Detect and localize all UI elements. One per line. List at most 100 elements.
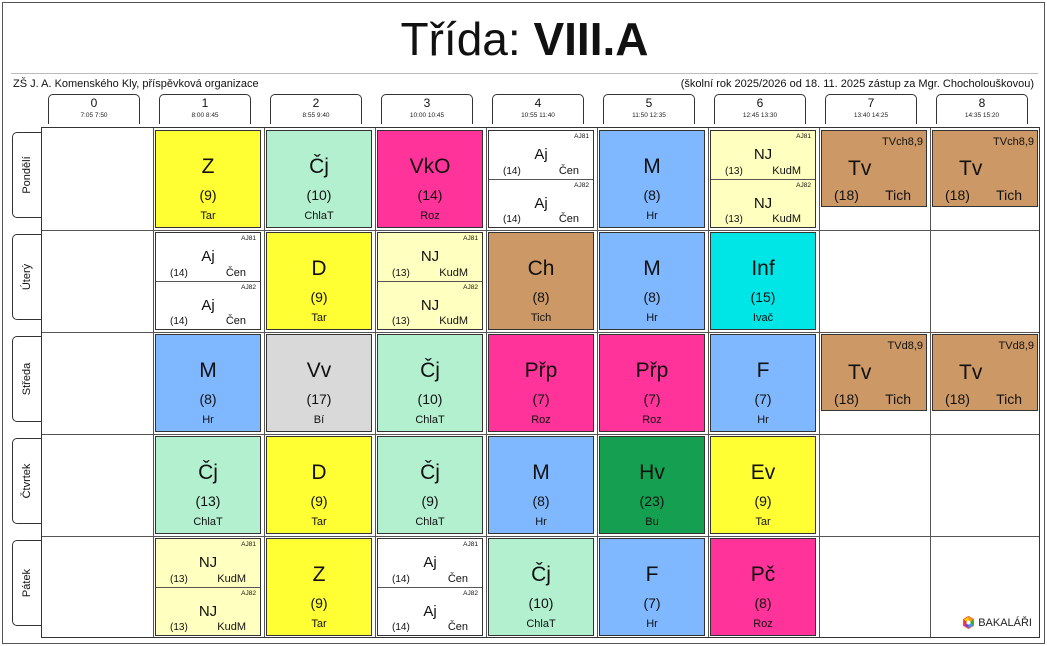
lesson-cell[interactable]: Čj (9) ChlaT bbox=[377, 436, 483, 534]
lesson-cell[interactable]: M (8) Hr bbox=[488, 436, 594, 534]
group-half[interactable]: AJ81 Aj (14) Čen bbox=[156, 233, 260, 281]
lesson-cell[interactable]: Ch (8) Tich bbox=[488, 232, 594, 330]
day-name: Čtvrtek bbox=[21, 463, 33, 499]
half-teacher: KudM bbox=[439, 267, 468, 279]
lesson-subject: VkO bbox=[409, 155, 451, 178]
lesson-room: (8) bbox=[532, 289, 550, 305]
lesson-cell[interactable]: AJ81 NJ (13) KudM AJ82 NJ (13) KudM bbox=[710, 130, 816, 228]
lesson-room: (7) bbox=[643, 391, 661, 407]
lesson-teacher: Tar bbox=[755, 516, 771, 528]
lesson-room: (9) bbox=[310, 595, 328, 611]
lesson-room: (9) bbox=[754, 493, 772, 509]
lesson-subject: Přp bbox=[524, 359, 558, 382]
lesson-cell[interactable]: Čj (10) ChlaT bbox=[377, 334, 483, 432]
lesson-teacher: Bu bbox=[645, 516, 659, 528]
lesson-subject: D bbox=[311, 257, 327, 280]
group-half[interactable]: AJ81 NJ (13) KudM bbox=[711, 131, 815, 179]
group-half[interactable]: AJ82 NJ (13) KudM bbox=[711, 179, 815, 227]
lesson-cell[interactable]: Čj (13) ChlaT bbox=[155, 436, 261, 534]
group-half[interactable]: AJ81 Aj (14) Čen bbox=[489, 131, 593, 179]
lesson-subject: F bbox=[645, 563, 659, 586]
group-half[interactable]: AJ82 Aj (14) Čen bbox=[489, 179, 593, 227]
lesson-teacher: Hr bbox=[757, 414, 769, 426]
lesson-room: (7) bbox=[754, 391, 772, 407]
lesson-cell[interactable]: Pč (8) Roz bbox=[710, 538, 816, 636]
lesson-cell[interactable]: M (8) Hr bbox=[599, 130, 705, 228]
hour-time: 14:35 15:20 bbox=[964, 112, 1000, 119]
day-name: Středa bbox=[21, 362, 33, 396]
lesson-subject: Ch bbox=[527, 257, 555, 280]
lesson-teacher: ChlaT bbox=[193, 516, 223, 528]
lesson-cell[interactable]: Hv (23) Bu bbox=[599, 436, 705, 534]
hour-number: 8 bbox=[978, 96, 986, 110]
group-half[interactable]: AJ81 Aj (14) Čen bbox=[378, 539, 482, 587]
lesson-cell[interactable]: AJ81 NJ (13) KudM AJ82 NJ (13) KudM bbox=[377, 232, 483, 330]
lesson-cell[interactable]: AJ81 Aj (14) Čen AJ82 Aj (14) Čen bbox=[488, 130, 594, 228]
half-subject: NJ bbox=[420, 248, 440, 265]
half-teacher: KudM bbox=[772, 165, 801, 177]
lesson-teacher: Hr bbox=[646, 618, 658, 630]
lesson-cell[interactable]: TVch8,9 Tv (18) Tich bbox=[932, 130, 1038, 207]
group-half[interactable]: AJ82 Aj (14) Čen bbox=[378, 587, 482, 635]
half-group: AJ81 bbox=[574, 133, 589, 140]
group-half[interactable]: AJ82 NJ (13) KudM bbox=[378, 281, 482, 329]
lesson-room: (8) bbox=[532, 493, 550, 509]
lesson-cell[interactable]: Čj (10) ChlaT bbox=[266, 130, 372, 228]
lesson-subject: Hv bbox=[639, 461, 665, 484]
lesson-cell[interactable]: AJ81 Aj (14) Čen AJ82 Aj (14) Čen bbox=[377, 538, 483, 636]
lesson-cell[interactable]: TVch8,9 Tv (18) Tich bbox=[821, 130, 927, 207]
lesson-cell[interactable]: VkO (14) Roz bbox=[377, 130, 483, 228]
lesson-cell[interactable]: AJ81 Aj (14) Čen AJ82 Aj (14) Čen bbox=[155, 232, 261, 330]
lesson-cell[interactable]: M (8) Hr bbox=[599, 232, 705, 330]
lesson-subject: Vv bbox=[306, 359, 332, 382]
lesson-cell[interactable]: Ev (9) Tar bbox=[710, 436, 816, 534]
lesson-cell[interactable]: D (9) Tar bbox=[266, 436, 372, 534]
lesson-cell[interactable]: Z (9) Tar bbox=[266, 538, 372, 636]
lesson-cell[interactable]: Přp (7) Roz bbox=[599, 334, 705, 432]
half-group: AJ81 bbox=[796, 133, 811, 140]
lesson-cell[interactable]: TVd8,9 Tv (18) Tich bbox=[821, 334, 927, 411]
hour-number: 3 bbox=[423, 96, 431, 110]
day-label-3: Čtvrtek bbox=[12, 438, 41, 524]
lesson-room: (17) bbox=[306, 391, 332, 407]
lesson-cell[interactable]: Inf (15) Ivač bbox=[710, 232, 816, 330]
lesson-cell[interactable]: F (7) Hr bbox=[710, 334, 816, 432]
header-divider bbox=[11, 73, 1038, 74]
lesson-room: (9) bbox=[199, 187, 217, 203]
hour-time: 10:55 11:40 bbox=[521, 112, 555, 119]
lesson-cell[interactable]: D (9) Tar bbox=[266, 232, 372, 330]
lesson-cell[interactable]: F (7) Hr bbox=[599, 538, 705, 636]
group-half[interactable]: AJ82 Aj (14) Čen bbox=[156, 281, 260, 329]
hour-header-7: 7 13:40 14:25 bbox=[825, 94, 917, 124]
lesson-room: (18) bbox=[834, 391, 859, 407]
group-half[interactable]: AJ82 NJ (13) KudM bbox=[156, 587, 260, 635]
hour-header-4: 4 10:55 11:40 bbox=[492, 94, 584, 124]
lesson-room: (9) bbox=[421, 493, 439, 509]
lesson-cell[interactable]: TVd8,9 Tv (18) Tich bbox=[932, 334, 1038, 411]
lesson-cell[interactable]: AJ81 NJ (13) KudM AJ82 NJ (13) KudM bbox=[155, 538, 261, 636]
hour-time: 12:45 13:30 bbox=[742, 112, 778, 119]
lesson-teacher: ChlaT bbox=[526, 618, 556, 630]
lesson-teacher: Hr bbox=[646, 312, 658, 324]
bakalari-logo-icon bbox=[963, 616, 975, 629]
lesson-subject: F bbox=[756, 359, 770, 382]
lesson-cell[interactable]: Z (9) Tar bbox=[155, 130, 261, 228]
lesson-cell[interactable]: Čj (10) ChlaT bbox=[488, 538, 594, 636]
lesson-cell[interactable]: Přp (7) Roz bbox=[488, 334, 594, 432]
hour-number: 7 bbox=[867, 96, 875, 110]
half-subject: Aj bbox=[534, 146, 548, 163]
lesson-room: (10) bbox=[417, 391, 443, 407]
half-subject: Aj bbox=[534, 195, 548, 212]
grid-column-line bbox=[819, 128, 820, 637]
lesson-cell[interactable]: Vv (17) Bí bbox=[266, 334, 372, 432]
lesson-cell[interactable]: M (8) Hr bbox=[155, 334, 261, 432]
half-teacher: Čen bbox=[225, 267, 246, 279]
lesson-teacher: ChlaT bbox=[415, 414, 445, 426]
day-label-4: Pátek bbox=[12, 540, 41, 626]
grid-column-line bbox=[708, 128, 709, 637]
group-half[interactable]: AJ81 NJ (13) KudM bbox=[378, 233, 482, 281]
hour-time: 11:50 12:35 bbox=[632, 112, 666, 119]
half-group: AJ82 bbox=[241, 284, 256, 291]
group-half[interactable]: AJ81 NJ (13) KudM bbox=[156, 539, 260, 587]
